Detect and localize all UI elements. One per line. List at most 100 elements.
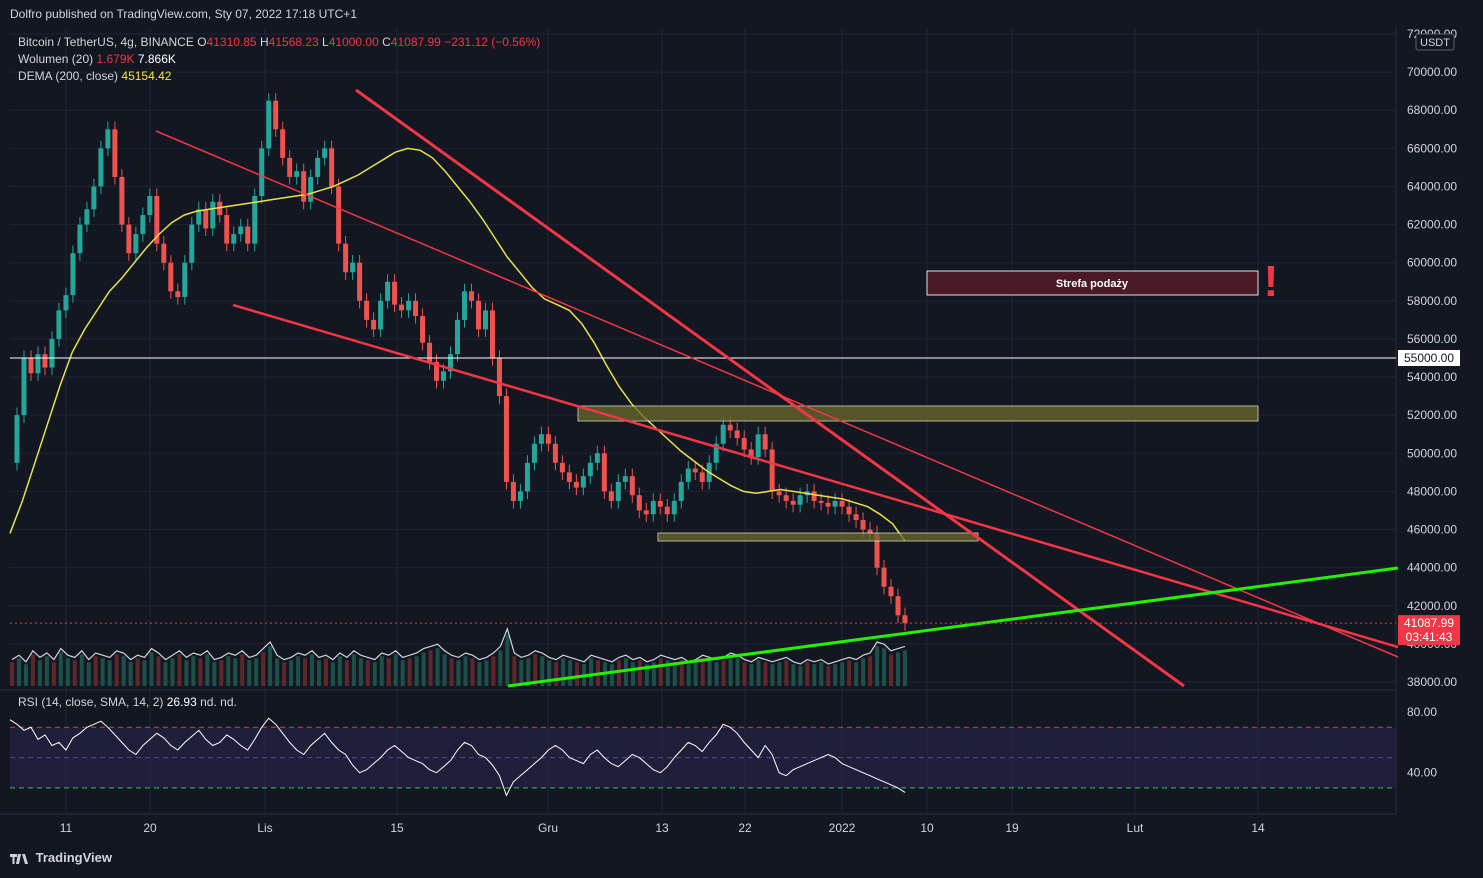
symbol-title: Bitcoin / TetherUS, 4g, BINANCE [18, 35, 194, 49]
candle-body [392, 281, 398, 305]
volume-bar [533, 654, 538, 686]
candle-body [126, 224, 132, 254]
volume-bar [707, 660, 712, 686]
candle-body [692, 468, 698, 473]
candle-body [287, 157, 293, 177]
volume-bar [330, 662, 335, 686]
currency-badge[interactable] [1415, 33, 1455, 51]
candle-body [84, 209, 90, 225]
price-chart[interactable]: Strefa podaży!72000.0070000.0068000.0066… [0, 28, 1483, 850]
candle-body [231, 234, 237, 244]
candle-body [629, 476, 635, 496]
volume-bar [233, 658, 238, 686]
rsi-axis-label: 40.00 [1407, 766, 1437, 780]
volume-bar [421, 652, 426, 686]
volume-bar [442, 654, 447, 686]
volume-bar [37, 660, 42, 686]
green-uptrend-line[interactable] [507, 566, 1399, 688]
close-label: C [382, 35, 391, 49]
candle-body [685, 468, 691, 482]
volume-bar [763, 662, 768, 686]
candle-body [168, 262, 174, 292]
volume-bar [247, 660, 252, 686]
volume-bar [135, 658, 140, 686]
volume-bar [275, 658, 280, 686]
candle-body [42, 354, 48, 368]
steep-downtrend-line[interactable] [355, 88, 1185, 688]
candle-body [245, 226, 251, 244]
rsi-legend: RSI (14, close, SMA, 14, 2) 26.93 nd. nd… [18, 695, 237, 709]
candle-body [203, 209, 209, 229]
candle-body [468, 291, 474, 301]
volume-bar [156, 656, 161, 686]
candle-body [14, 415, 20, 463]
tradingview-brand[interactable]: TradingView [10, 850, 112, 865]
price-axis-label: 50000.00 [1407, 446, 1457, 460]
price-axis-label: 58000.00 [1407, 294, 1457, 308]
candle-body [748, 449, 754, 458]
volume-bar [477, 662, 482, 686]
volume-bar [756, 660, 761, 686]
volume-bar [351, 654, 356, 686]
price-axis-label: 68000.00 [1407, 103, 1457, 117]
candle-body [867, 529, 873, 534]
volume-bar [379, 656, 384, 686]
candle-body [825, 502, 831, 507]
price-axis-label: 56000.00 [1407, 332, 1457, 346]
candle-body [594, 453, 600, 463]
candle-body [49, 338, 55, 368]
candle-body [482, 310, 488, 330]
time-axis-label: 20 [143, 821, 157, 835]
resistance-zone[interactable] [577, 405, 1259, 422]
price-axis-label: 48000.00 [1407, 484, 1457, 498]
time-axis-label: 10 [920, 821, 934, 835]
volume-bar [512, 656, 517, 686]
volume-bar [819, 662, 824, 686]
candle-body [294, 171, 300, 177]
volume-bar [589, 658, 594, 686]
open-value: 41310.85 [206, 35, 257, 49]
candle-body [399, 304, 405, 311]
dema-line [9, 147, 906, 542]
volume-bar [198, 658, 203, 686]
lower-channel-line[interactable] [232, 303, 1399, 649]
supply-zone-box[interactable] [926, 270, 1259, 296]
candle-body [133, 234, 139, 254]
candle-body [28, 358, 34, 374]
volume-bar [784, 660, 789, 686]
candle-body [280, 129, 286, 158]
candle-body [489, 310, 495, 358]
exclamation-mark: ! [1264, 257, 1279, 306]
volume-bar [791, 664, 796, 686]
volume-bar [386, 658, 391, 686]
candle-body [601, 453, 607, 492]
volume-bar [296, 656, 301, 686]
brand-label: TradingView [35, 850, 112, 865]
candle-body [259, 148, 265, 196]
time-axis-label: 13 [655, 821, 669, 835]
volume-bar [289, 660, 294, 686]
change-value: −231.12 (−0.56%) [444, 35, 541, 49]
volume-bar [742, 662, 747, 686]
candle-body [434, 361, 440, 381]
support-zone[interactable] [657, 532, 979, 542]
candle-body [322, 148, 328, 158]
candle-body [657, 500, 663, 507]
volume-bar [840, 662, 845, 686]
candle-body [35, 354, 41, 374]
volume-bar [72, 660, 77, 686]
candle-body [182, 262, 188, 298]
candle-body [329, 148, 335, 187]
volume-bar [282, 662, 287, 686]
candle-body [559, 462, 565, 473]
candle-body [266, 100, 272, 149]
candle-body [98, 148, 104, 187]
candle-body [545, 434, 551, 444]
volume-bar [470, 658, 475, 686]
candle-body [189, 224, 195, 263]
rsi-value: 26.93 [166, 695, 197, 709]
volume-bar [547, 660, 552, 686]
candle-body [210, 201, 216, 229]
volume-bar [540, 656, 545, 686]
volume-bar [903, 650, 907, 686]
